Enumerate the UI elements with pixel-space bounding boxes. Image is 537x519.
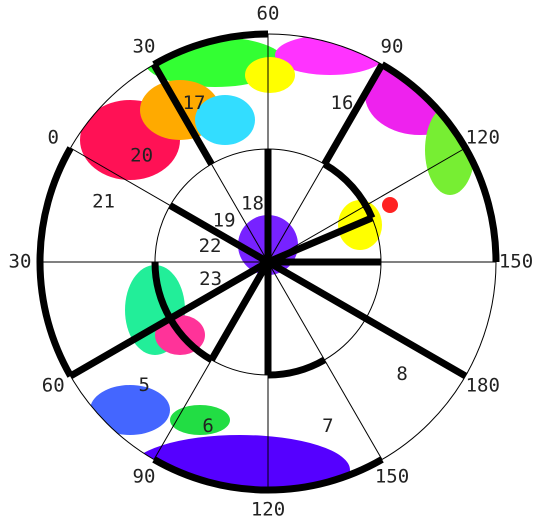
region-label: 7: [322, 415, 333, 437]
dial-label: 120: [466, 127, 500, 149]
labels: 60 90 120 150 180 150 120 90 60 30 0 30 17 16 20 21 1819…: [9, 3, 534, 519]
boundary-arc: [152, 30, 269, 68]
dial-label: 90: [133, 465, 156, 487]
boundary-arc: [36, 146, 74, 378]
region-label: 5: [139, 374, 150, 396]
region-label: 18: [241, 193, 264, 215]
boundary-arc: [267, 356, 327, 379]
dial-label: 180: [466, 375, 500, 397]
dial-label: 30: [133, 36, 156, 58]
boundary: [266, 214, 374, 266]
boundary: [150, 62, 215, 166]
region-label: 8: [396, 363, 407, 385]
boundary: [321, 62, 386, 166]
dial-label: 150: [375, 465, 409, 487]
region-label: 20: [130, 144, 153, 166]
region-label: 22: [199, 235, 222, 257]
boundary: [68, 258, 270, 380]
boundary-arc: [322, 161, 376, 220]
dial-lines: [36, 30, 500, 494]
region-label: 16: [331, 92, 354, 114]
boundary: [168, 202, 270, 266]
dial-label: 60: [257, 3, 280, 25]
dial-label: 90: [381, 36, 404, 58]
dial-label: 30: [9, 251, 32, 273]
dial-label: 120: [251, 499, 285, 519]
boundary-arc: [152, 456, 384, 494]
boundary-arc: [380, 61, 500, 263]
region-label: 6: [202, 415, 213, 437]
boundary: [208, 260, 272, 362]
dial-label: 0: [47, 127, 58, 149]
region-label: 23: [199, 268, 222, 290]
region-label: 17: [183, 92, 206, 114]
dial-label: 150: [499, 251, 533, 273]
region-label: 19: [213, 210, 236, 232]
dial-label: 60: [42, 375, 65, 397]
boundary: [266, 258, 468, 380]
region-label: 21: [92, 191, 115, 213]
